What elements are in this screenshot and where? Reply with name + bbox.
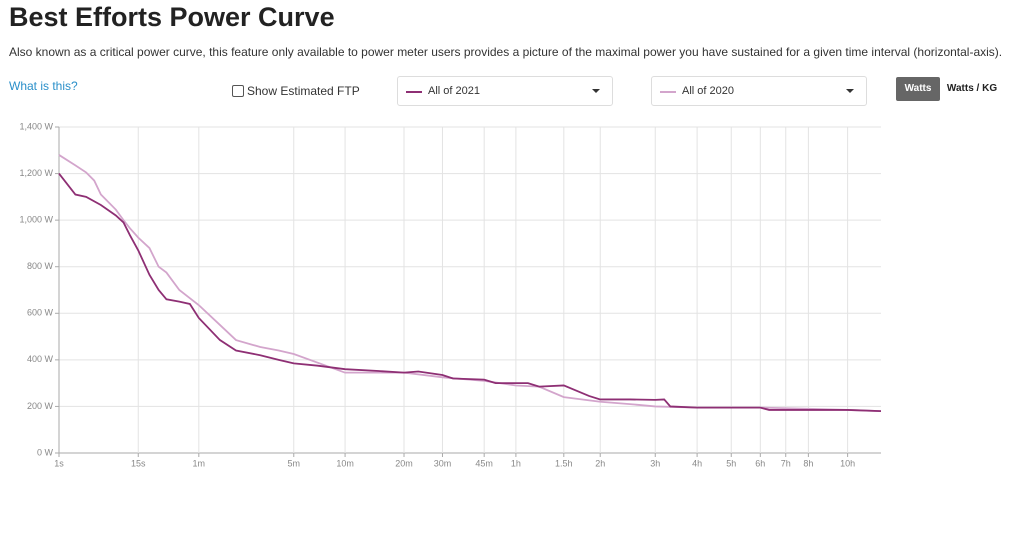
- x-tick-label: 30m: [434, 458, 452, 468]
- y-tick-label: 600 W: [27, 308, 54, 318]
- x-tick-label: 8h: [803, 458, 813, 468]
- x-tick-label: 5h: [726, 458, 736, 468]
- x-tick-label: 6h: [755, 458, 765, 468]
- y-tick-label: 1,000 W: [19, 215, 53, 225]
- checkbox-label: Show Estimated FTP: [247, 84, 360, 98]
- legend-swatch: [660, 91, 676, 93]
- legend-label: All of 2020: [682, 85, 734, 97]
- x-tick-label: 5m: [288, 458, 301, 468]
- page-title: Best Efforts Power Curve: [9, 2, 335, 32]
- x-tick-label: 1.5h: [555, 458, 573, 468]
- series-line: [58, 154, 882, 412]
- x-tick-label: 10m: [336, 458, 354, 468]
- y-tick-label: 0 W: [37, 447, 54, 457]
- caret: [592, 89, 600, 93]
- x-tick-label: 15s: [131, 458, 146, 468]
- y-tick-label: 1,400 W: [19, 121, 53, 131]
- ftp-checkbox[interactable]: Show Estimated FTP: [232, 84, 360, 98]
- x-tick-label: 7h: [781, 458, 791, 468]
- y-tick-label: 800 W: [27, 261, 54, 271]
- x-tick-label: 1h: [511, 458, 521, 468]
- checkbox[interactable]: [232, 85, 244, 97]
- description: Also known as a critical power curve, th…: [9, 45, 1003, 59]
- x-tick-label: 1s: [54, 458, 64, 468]
- x-tick-label: 2h: [595, 458, 605, 468]
- y-tick-label: 400 W: [27, 354, 54, 364]
- x-tick-label: 1m: [193, 458, 206, 468]
- x-tick-label: 4h: [692, 458, 702, 468]
- series-dropdown[interactable]: All of 2020: [651, 76, 867, 106]
- x-tick-label: 10h: [840, 458, 855, 468]
- x-tick-label: 3h: [650, 458, 660, 468]
- legend-swatch: [406, 91, 422, 93]
- unit-button[interactable]: Watts / KG: [946, 83, 998, 94]
- y-tick-label: 200 W: [27, 401, 54, 411]
- x-tick-label: 20m: [395, 458, 413, 468]
- y-tick-label: 1,200 W: [19, 168, 53, 178]
- legend-label: All of 2021: [428, 85, 480, 97]
- series-line: [58, 173, 882, 412]
- x-tick-label: 45m: [475, 458, 493, 468]
- unit-button[interactable]: Watts: [896, 77, 940, 101]
- caret: [846, 89, 854, 93]
- help-link[interactable]: What is this?: [9, 79, 78, 93]
- series-dropdown[interactable]: All of 2021: [397, 76, 613, 106]
